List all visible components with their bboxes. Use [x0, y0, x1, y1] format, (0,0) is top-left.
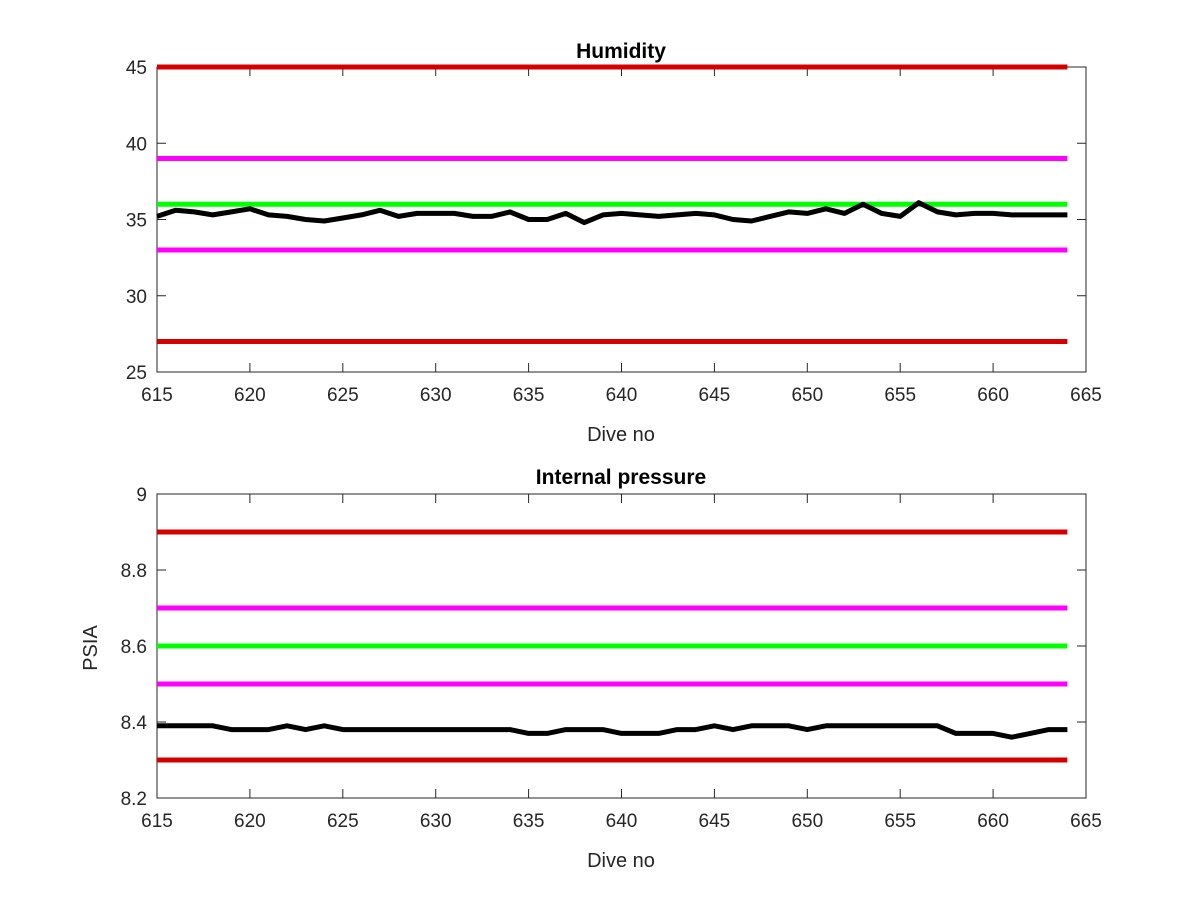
- pressure-x-tick-label: 645: [699, 811, 731, 832]
- humidity-x-tick-label: 645: [699, 385, 731, 406]
- humidity-x-axis-label: Dive no: [587, 424, 655, 446]
- humidity-y-tick-label: 45: [126, 58, 147, 79]
- pressure-x-tick-label: 640: [606, 811, 638, 832]
- humidity-x-tick-label: 625: [327, 385, 359, 406]
- pressure-y-tick-label: 9: [136, 485, 147, 506]
- pressure-x-tick-label: 620: [234, 811, 266, 832]
- humidity-y-tick-label: 35: [126, 211, 147, 232]
- pressure-y-tick-label: 8.4: [121, 713, 148, 734]
- humidity-x-tick-label: 655: [884, 385, 916, 406]
- pressure-x-tick-label: 665: [1070, 811, 1102, 832]
- pressure-x-axis-label: Dive no: [587, 850, 655, 872]
- pressure-y-tick-label: 8.6: [121, 637, 147, 658]
- humidity-series-measured: [156, 200, 1068, 226]
- pressure-plot: Internal pressure Dive no PSIA 615 620 625…: [80, 466, 1102, 872]
- humidity-x-tick-label: 630: [420, 385, 452, 406]
- humidity-x-tick-label: 620: [234, 385, 266, 406]
- pressure-x-tick-label: 635: [513, 811, 545, 832]
- pressure-y-tick-label: 8.2: [121, 789, 147, 810]
- humidity-x-tick-label: 650: [791, 385, 823, 406]
- pressure-series-measured: [157, 723, 1068, 740]
- humidity-x-tick-label: 660: [977, 385, 1009, 406]
- humidity-y-tick-label: 40: [126, 134, 147, 155]
- pressure-y-axis-label: PSIA: [80, 625, 102, 671]
- humidity-x-tick-label: 640: [606, 385, 638, 406]
- humidity-x-tick-label: 665: [1070, 385, 1102, 406]
- pressure-x-tick-label: 630: [420, 811, 452, 832]
- pressure-title: Internal pressure: [536, 466, 706, 489]
- humidity-y-tick-label: 30: [126, 287, 147, 308]
- pressure-x-tick-label: 655: [884, 811, 916, 832]
- pressure-x-tick-label: 615: [141, 811, 173, 832]
- humidity-y-tick-label: 25: [126, 363, 147, 384]
- humidity-plot: Humidity Dive no 615 620 625 630 635 640 645 65…: [126, 40, 1102, 446]
- pressure-x-tick-label: 625: [327, 811, 359, 832]
- pressure-x-tick-label: 660: [977, 811, 1009, 832]
- humidity-x-tick-label: 635: [513, 385, 545, 406]
- humidity-title: Humidity: [576, 40, 666, 63]
- pressure-x-tick-label: 650: [791, 811, 823, 832]
- pressure-y-tick-label: 8.8: [121, 561, 147, 582]
- humidity-x-tick-label: 615: [141, 385, 173, 406]
